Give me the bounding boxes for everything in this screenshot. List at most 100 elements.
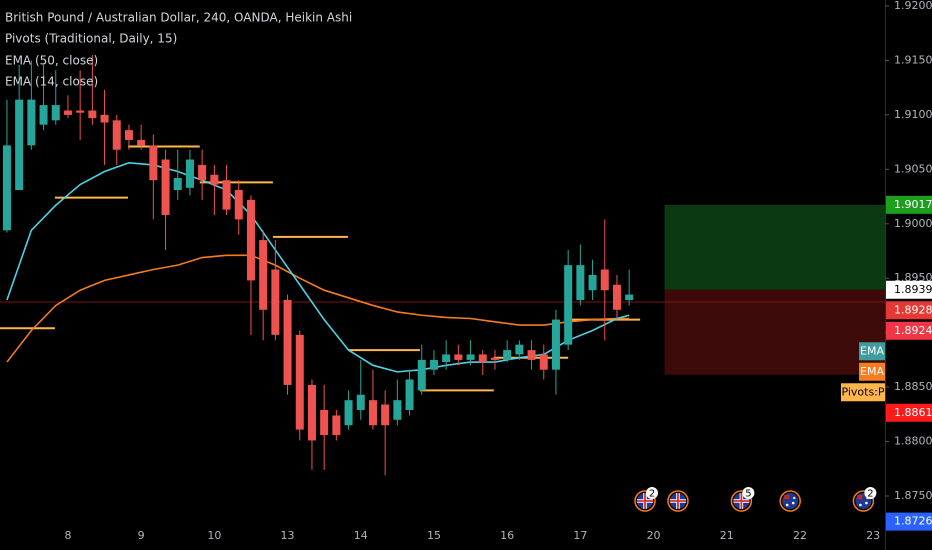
event-icon: 5 xyxy=(730,487,755,512)
event-count: 5 xyxy=(745,489,751,500)
price-axis: 1.920001.915001.910001.905001.900001.895… xyxy=(841,0,932,550)
candle-body xyxy=(283,299,292,385)
candle-body xyxy=(405,379,414,410)
flag-star xyxy=(859,503,862,507)
price-marker-label: 1.89243 xyxy=(894,324,932,337)
plot-area: 2 5 2 8 9 10 13 14 15 16 17 20 21 22 23 xyxy=(0,54,885,542)
candle-body xyxy=(295,334,304,430)
event-badge xyxy=(864,487,877,499)
price-marker-label: 1.88614 xyxy=(894,406,932,419)
candle-body xyxy=(466,354,475,360)
candle-body xyxy=(332,415,341,436)
candle-body xyxy=(344,400,353,426)
ema-line xyxy=(6,161,630,373)
candle-body xyxy=(124,130,133,140)
candle-body xyxy=(588,274,597,291)
candle-body xyxy=(173,178,182,191)
y-tick-label: 1.91000 xyxy=(894,108,932,121)
event-icon: 2 xyxy=(634,487,659,512)
legend: British Pound / Australian Dollar, 240, … xyxy=(5,11,352,89)
event-count: 2 xyxy=(867,489,873,500)
legend-entry: EMA (14, close) xyxy=(5,75,98,89)
candle-body xyxy=(320,409,329,436)
candle-body xyxy=(210,174,219,185)
series-tag-label: EMA xyxy=(860,344,884,357)
flag-star xyxy=(865,501,868,505)
candle-body xyxy=(478,354,487,363)
price-marker-box xyxy=(886,280,932,299)
candle-body xyxy=(161,159,170,216)
candle-body xyxy=(417,359,426,391)
candle-body xyxy=(600,269,609,291)
candle-body xyxy=(515,344,524,355)
candle-body xyxy=(564,265,573,345)
series-tag-box xyxy=(859,342,885,361)
price-marker-box xyxy=(886,512,932,531)
candle-body xyxy=(368,400,377,426)
event-ring xyxy=(730,490,753,512)
candle-body xyxy=(51,105,60,121)
event-badge xyxy=(742,487,755,499)
candle-body xyxy=(527,350,536,360)
candle-body xyxy=(576,265,585,300)
series-tag-label: Pivots:P xyxy=(841,385,884,398)
x-tick-label: 23 xyxy=(866,529,880,542)
event-ring xyxy=(667,490,689,512)
event-badge xyxy=(646,487,659,499)
candle-body xyxy=(39,105,48,125)
x-tick-label: 17 xyxy=(573,529,587,542)
candle-body xyxy=(2,145,11,231)
event-ring xyxy=(634,490,656,512)
legend-entry: Pivots (Traditional, Daily, 15) xyxy=(5,32,177,46)
event-icon xyxy=(667,490,689,512)
flag-canton xyxy=(857,495,863,499)
legend-entry: EMA (50, close) xyxy=(5,54,98,68)
candle-body xyxy=(100,114,109,123)
candle-body xyxy=(503,350,512,360)
candle-body xyxy=(307,384,316,441)
candle-body xyxy=(356,394,365,410)
y-tick-label: 1.88500 xyxy=(894,380,932,393)
candle-body xyxy=(76,110,85,113)
y-tick-label: 1.92000 xyxy=(894,0,932,12)
x-tick-label: 10 xyxy=(207,529,221,542)
event-icon xyxy=(779,490,801,512)
price-marker-label: 1.87265 xyxy=(894,515,932,528)
y-tick-label: 1.87500 xyxy=(894,489,932,502)
event-ring xyxy=(779,490,801,512)
candle-body xyxy=(429,359,438,370)
candle-body xyxy=(259,240,268,310)
candle-body xyxy=(222,180,231,210)
event-count: 2 xyxy=(649,489,655,500)
flag-canton xyxy=(784,495,790,499)
candle-body xyxy=(137,139,146,146)
candle-body xyxy=(27,99,36,146)
position-loss-zone xyxy=(664,289,885,375)
x-tick-label: 16 xyxy=(500,529,514,542)
event-ring xyxy=(852,490,875,512)
candle-body xyxy=(551,319,560,370)
event-icon: 2 xyxy=(852,487,877,512)
candle-body xyxy=(381,404,390,426)
candle-body xyxy=(393,400,402,420)
series-tag-box xyxy=(841,383,885,402)
price-marker-label: 1.89394 xyxy=(894,283,932,296)
price-marker-box xyxy=(886,195,932,214)
flag-star xyxy=(791,501,795,505)
candle-body xyxy=(454,354,463,360)
flag-star xyxy=(785,503,789,507)
candle-body xyxy=(88,110,97,119)
price-marker-box xyxy=(886,403,932,422)
x-tick-label: 14 xyxy=(354,529,368,542)
candle-body xyxy=(442,354,451,363)
candle-body xyxy=(198,164,207,181)
chart-title: British Pound / Australian Dollar, 240, … xyxy=(5,11,352,25)
flag-star xyxy=(793,496,796,500)
ema-line xyxy=(6,254,630,363)
x-tick-label: 22 xyxy=(793,529,807,542)
candle-body xyxy=(271,269,280,335)
x-tick-label: 15 xyxy=(427,529,441,542)
y-tick-label: 1.88000 xyxy=(894,435,932,448)
x-tick-label: 20 xyxy=(647,529,661,542)
